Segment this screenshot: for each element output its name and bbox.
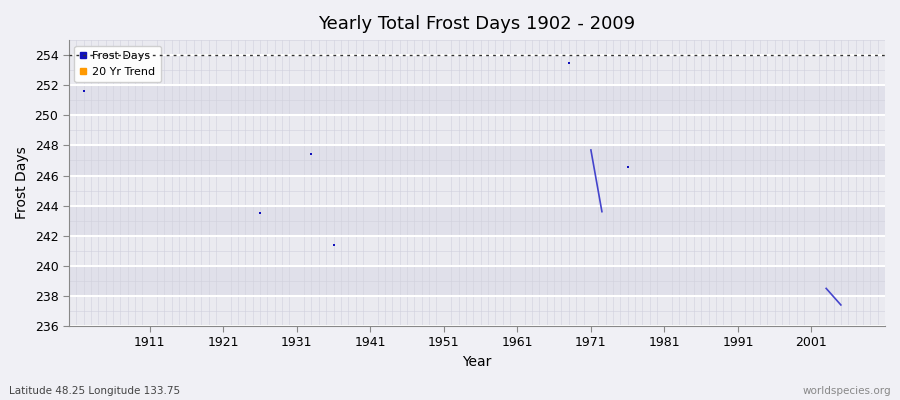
Y-axis label: Frost Days: Frost Days: [15, 147, 29, 220]
Bar: [68, 176, 885, 206]
Text: Latitude 48.25 Longitude 133.75: Latitude 48.25 Longitude 133.75: [9, 386, 180, 396]
Point: [304, 151, 319, 158]
X-axis label: Year: Year: [463, 355, 491, 369]
Point: [620, 163, 634, 170]
Bar: [68, 115, 885, 146]
Text: worldspecies.org: worldspecies.org: [803, 386, 891, 396]
Bar: [68, 85, 885, 115]
Legend: Frost Days, 20 Yr Trend: Frost Days, 20 Yr Trend: [75, 46, 161, 82]
Bar: [68, 236, 885, 266]
Point: [562, 60, 576, 66]
Point: [327, 242, 341, 248]
Point: [253, 210, 267, 216]
Bar: [68, 266, 885, 296]
Point: [76, 88, 91, 94]
Bar: [68, 55, 885, 85]
Bar: [68, 206, 885, 236]
Title: Yearly Total Frost Days 1902 - 2009: Yearly Total Frost Days 1902 - 2009: [319, 15, 635, 33]
Bar: [68, 296, 885, 326]
Bar: [68, 146, 885, 176]
